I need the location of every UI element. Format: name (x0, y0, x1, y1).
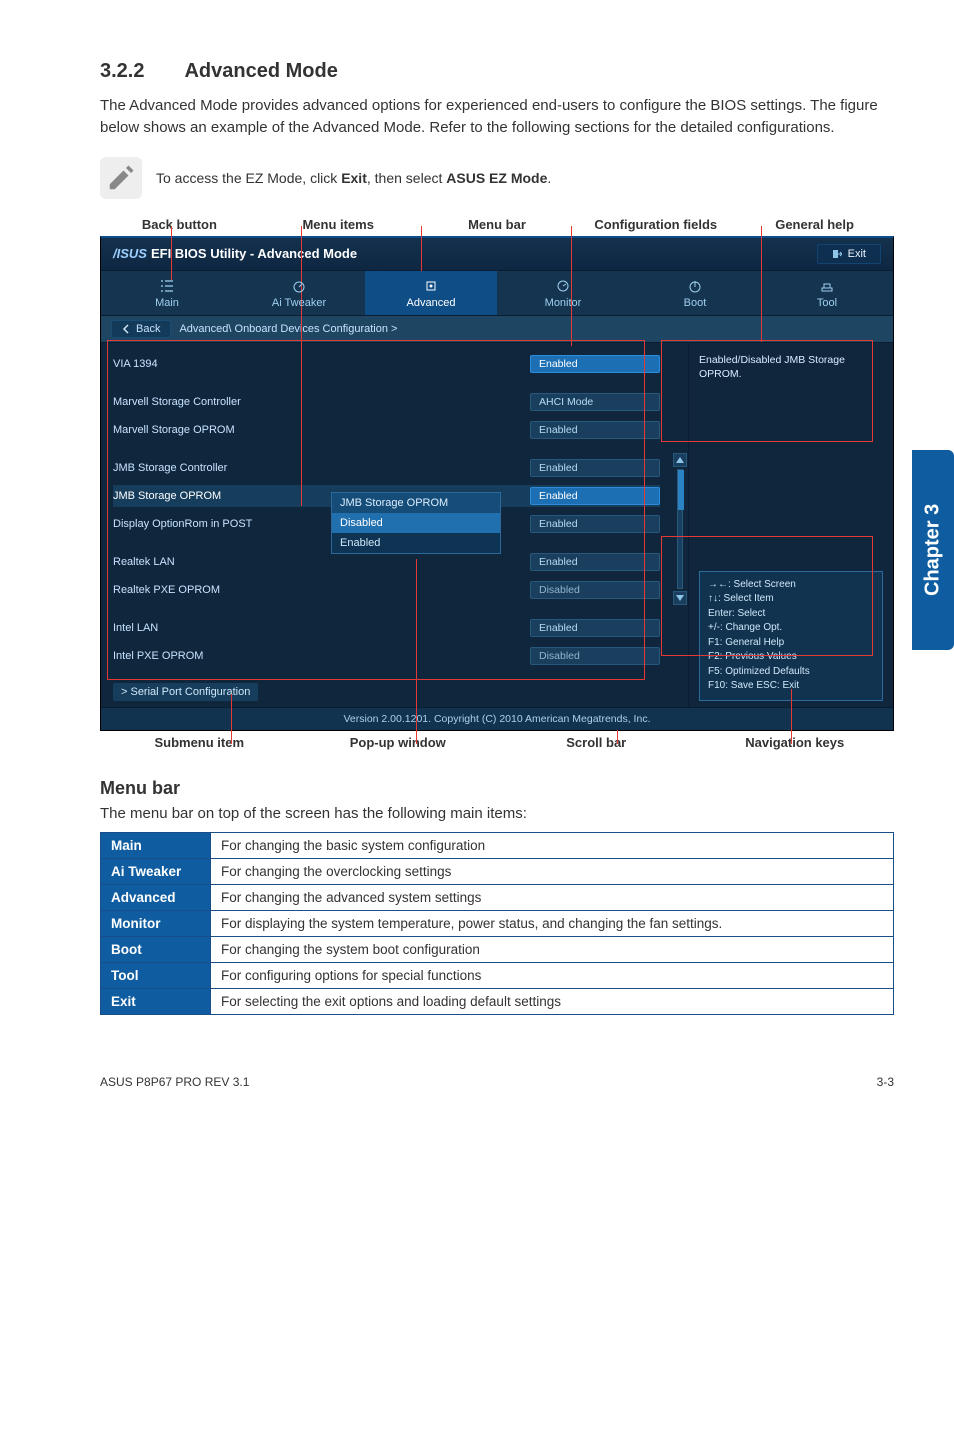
monitor-icon (501, 279, 625, 295)
label-menu-bar: Menu bar (418, 217, 577, 232)
exit-door-icon (832, 249, 842, 259)
section-number: 3.2.2 (100, 60, 144, 83)
section-title: Advanced Mode (184, 60, 337, 83)
note: To access the EZ Mode, click Exit, then … (100, 157, 894, 199)
footer-left: ASUS P8P67 PRO REV 3.1 (100, 1075, 249, 1089)
menu-desc: For changing the overclocking settings (211, 858, 894, 884)
bios-screenshot: /ISUS EFI BIOS Utility - Advanced Mode E… (100, 236, 894, 731)
back-button[interactable]: Back (111, 320, 171, 338)
label-popup-window: Pop-up window (299, 735, 498, 750)
tab-bar: MainAi TweakerAdvancedMonitorBootTool (101, 271, 893, 316)
menu-desc: For displaying the system temperature, p… (211, 910, 894, 936)
menu-desc: For configuring options for special func… (211, 962, 894, 988)
label-general-help: General help (735, 217, 894, 232)
bios-brand: /ISUS EFI BIOS Utility - Advanced Mode (113, 246, 357, 261)
table-row: MonitorFor displaying the system tempera… (101, 910, 894, 936)
menu-desc: For changing the advanced system setting… (211, 884, 894, 910)
scroll-up-icon[interactable] (673, 453, 687, 467)
menu-desc: For changing the system boot configurati… (211, 936, 894, 962)
popup-option-disabled[interactable]: Disabled (332, 513, 500, 533)
figure-bottom-labels: Submenu item Pop-up window Scroll bar Na… (100, 735, 894, 750)
note-pencil-icon (100, 157, 142, 199)
menu-name: Ai Tweaker (101, 858, 211, 884)
breadcrumb: Advanced\ Onboard Devices Configuration … (179, 323, 397, 335)
chapter-side-tab: Chapter 3 (912, 450, 954, 650)
popup-window[interactable]: JMB Storage OPROMDisabledEnabled (331, 492, 501, 554)
tab-ai-tweaker[interactable]: Ai Tweaker (233, 271, 365, 315)
note-text: To access the EZ Mode, click Exit, then … (156, 170, 551, 186)
submenu-serial-port[interactable]: > Serial Port Configuration (113, 683, 258, 701)
table-row: BootFor changing the system boot configu… (101, 936, 894, 962)
table-row: MainFor changing the basic system config… (101, 832, 894, 858)
menu-name: Exit (101, 988, 211, 1014)
intro-text: The Advanced Mode provides advanced opti… (100, 95, 894, 139)
figure-top-labels: Back button Menu items Menu bar Configur… (100, 217, 894, 232)
tab-boot[interactable]: Boot (629, 271, 761, 315)
exit-button[interactable]: Exit (817, 244, 881, 264)
menu-name: Monitor (101, 910, 211, 936)
chip-icon (369, 279, 493, 295)
footer-right: 3-3 (877, 1075, 894, 1089)
bios-footer: Version 2.00.1201. Copyright (C) 2010 Am… (101, 707, 893, 730)
list-icon (105, 279, 229, 295)
table-row: Ai TweakerFor changing the overclocking … (101, 858, 894, 884)
tab-tool[interactable]: Tool (761, 271, 893, 315)
tab-advanced[interactable]: Advanced (365, 271, 497, 315)
menu-table: MainFor changing the basic system config… (100, 832, 894, 1015)
menu-name: Advanced (101, 884, 211, 910)
asus-logo-icon: /ISUS (113, 246, 147, 261)
power-icon (633, 279, 757, 295)
back-arrow-icon (122, 324, 132, 334)
label-back-button: Back button (100, 217, 259, 232)
tool-icon (765, 279, 889, 295)
label-config-fields: Configuration fields (576, 217, 735, 232)
menu-bar-desc: The menu bar on top of the screen has th… (100, 805, 894, 822)
popup-title: JMB Storage OPROM (332, 493, 500, 513)
menu-desc: For changing the basic system configurat… (211, 832, 894, 858)
label-submenu-item: Submenu item (100, 735, 299, 750)
tab-main[interactable]: Main (101, 271, 233, 315)
menu-name: Tool (101, 962, 211, 988)
menu-desc: For selecting the exit options and loadi… (211, 988, 894, 1014)
table-row: ToolFor configuring options for special … (101, 962, 894, 988)
label-scroll-bar: Scroll bar (497, 735, 696, 750)
table-row: ExitFor selecting the exit options and l… (101, 988, 894, 1014)
popup-option-enabled[interactable]: Enabled (332, 533, 500, 553)
menu-name: Boot (101, 936, 211, 962)
menu-bar-heading: Menu bar (100, 778, 894, 799)
label-menu-items: Menu items (259, 217, 418, 232)
menu-name: Main (101, 832, 211, 858)
gauge-icon (237, 279, 361, 295)
table-row: AdvancedFor changing the advanced system… (101, 884, 894, 910)
label-nav-keys: Navigation keys (696, 735, 895, 750)
tab-monitor[interactable]: Monitor (497, 271, 629, 315)
